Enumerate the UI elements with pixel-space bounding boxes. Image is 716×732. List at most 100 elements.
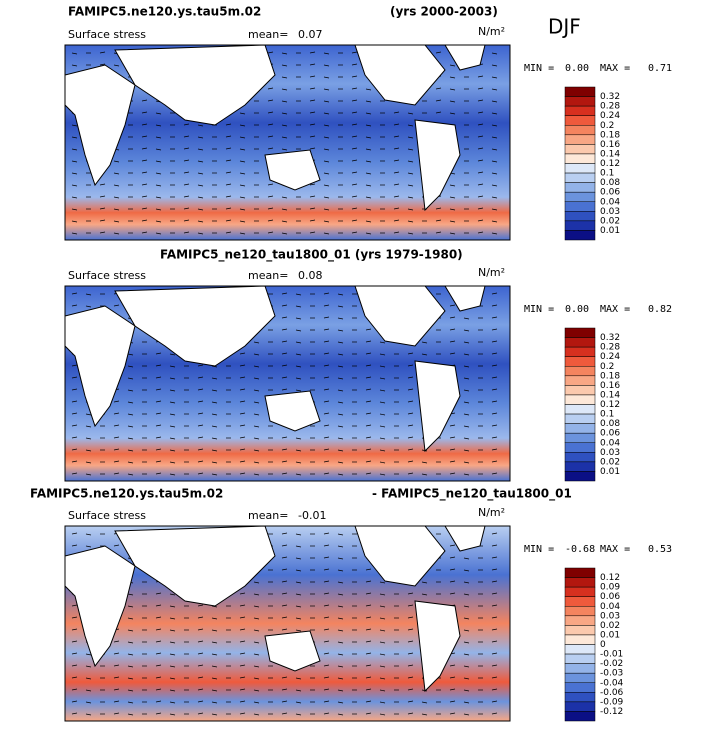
colorbar-box — [564, 452, 596, 463]
vector — [127, 401, 134, 404]
vector — [351, 183, 358, 186]
vector — [169, 653, 176, 656]
vector — [295, 437, 302, 440]
vector — [225, 219, 232, 222]
min-label: MIN = — [524, 304, 554, 315]
vector — [127, 713, 134, 716]
colorbar-label: 0.03 — [600, 448, 620, 458]
vector — [281, 544, 288, 547]
vector — [323, 400, 330, 403]
vector — [477, 231, 484, 234]
vector — [365, 88, 372, 91]
vector — [127, 365, 134, 368]
vector — [365, 436, 372, 439]
vector — [449, 664, 456, 667]
vector — [155, 676, 162, 679]
vector — [267, 135, 274, 138]
vector — [365, 592, 372, 595]
vector — [85, 461, 92, 464]
vector — [491, 220, 498, 223]
vector — [351, 75, 358, 78]
vector — [197, 376, 204, 379]
vector — [323, 472, 330, 475]
vector — [337, 317, 344, 320]
vector — [239, 640, 246, 643]
vector — [337, 425, 344, 428]
vector — [337, 689, 344, 692]
vector — [309, 51, 316, 54]
vector — [449, 712, 456, 715]
colorbar-label: 0.28 — [600, 343, 620, 353]
vector — [169, 629, 176, 632]
vector — [449, 76, 456, 79]
vector — [281, 88, 288, 91]
vector — [491, 604, 498, 607]
vector — [463, 437, 470, 440]
vector — [491, 148, 498, 151]
vector — [449, 232, 456, 235]
vector — [323, 148, 330, 151]
vector — [211, 689, 218, 692]
vector — [491, 100, 498, 103]
vector — [141, 135, 148, 138]
vector — [281, 340, 288, 343]
vector — [393, 219, 400, 222]
vector — [113, 412, 120, 415]
vector — [71, 304, 78, 307]
vector — [197, 400, 204, 403]
vector — [309, 99, 316, 102]
vector — [71, 196, 78, 199]
vector — [435, 207, 442, 210]
vector — [155, 400, 162, 403]
colorbar-label: 0.14 — [600, 149, 620, 159]
vector — [113, 700, 120, 703]
vector — [253, 689, 260, 692]
vector — [239, 220, 246, 223]
colorbar-label: 0.01 — [600, 467, 620, 477]
vector — [295, 569, 302, 572]
vector — [309, 207, 316, 210]
vector — [309, 183, 316, 186]
vector — [155, 616, 162, 619]
vector — [449, 460, 456, 463]
vector — [379, 365, 386, 368]
vector — [197, 136, 204, 139]
vector — [477, 135, 484, 138]
vector — [281, 628, 288, 631]
vector — [491, 292, 498, 295]
mean-label: mean= — [248, 509, 288, 522]
vector — [197, 412, 204, 415]
vector — [183, 159, 190, 162]
colorbar-box — [564, 672, 596, 683]
colorbar-box — [564, 191, 596, 202]
vector — [155, 160, 162, 163]
vector — [239, 136, 246, 139]
colorbar-box — [564, 366, 596, 377]
vector — [281, 592, 288, 595]
vector — [281, 112, 288, 115]
vector — [407, 388, 414, 391]
colorbar-box — [564, 471, 596, 482]
vector — [449, 196, 456, 199]
vector — [393, 111, 400, 114]
vector — [71, 616, 78, 619]
vector — [127, 353, 134, 356]
vector — [183, 219, 190, 222]
min-value: 0.00 — [565, 63, 589, 74]
vector — [463, 473, 470, 476]
colorbar-box — [564, 385, 596, 396]
vector — [71, 184, 78, 187]
vector — [337, 413, 344, 416]
vector — [449, 544, 456, 547]
vector — [463, 569, 470, 572]
vector — [71, 388, 78, 391]
min-label: MIN = — [524, 63, 554, 74]
vector — [267, 219, 274, 222]
vector — [295, 689, 302, 692]
vector — [113, 544, 120, 547]
vector — [253, 389, 260, 392]
vector — [407, 436, 414, 439]
panel-title: FAMIPC5.ne120.ys.tau5m.02 — [30, 487, 223, 501]
vector — [379, 629, 386, 632]
vector — [295, 629, 302, 632]
